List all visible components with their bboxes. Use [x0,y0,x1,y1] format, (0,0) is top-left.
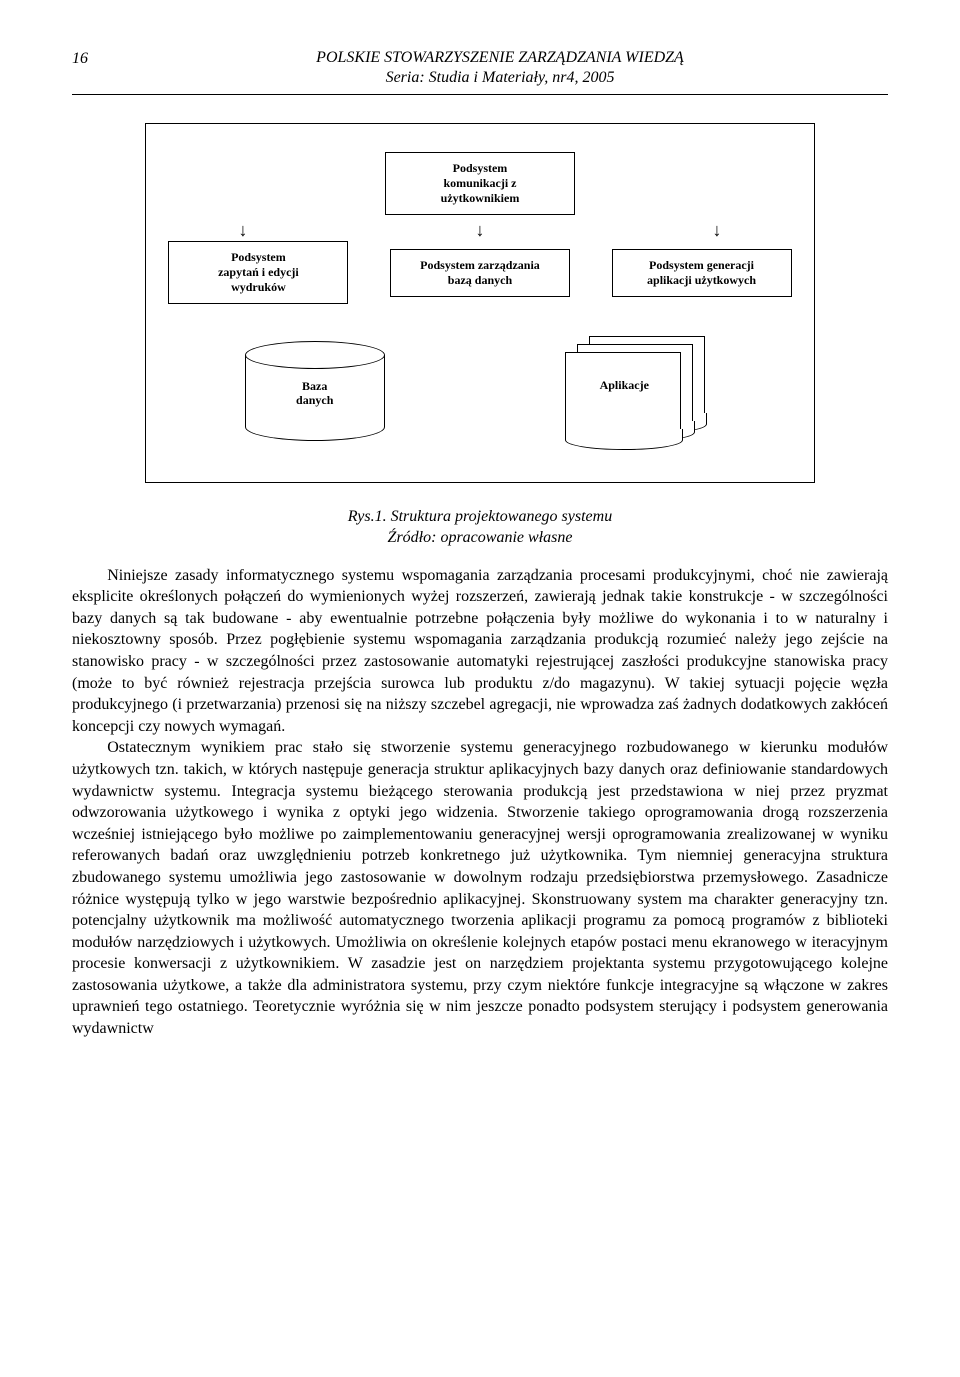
paragraph-1: Niniejsze zasady informatycznego systemu… [72,565,888,738]
node-label: użytkownikiem [441,191,520,205]
database-label: Baza danych [245,379,385,408]
header-line1: POLSKIE STOWARZYSZENIE ZARZĄDZANIA WIEDZ… [112,48,888,68]
node-label: aplikacji użytkowych [647,273,756,287]
node-label: Podsystem [231,250,286,264]
node-label: bazą danych [448,273,512,287]
cylinder-bottom [245,413,385,441]
arrow-down-icon: ↓ [713,221,722,239]
arrow-down-icon: ↓ [238,221,247,239]
document-icon: Aplikacje [565,352,681,440]
node-subsystem-queries: Podsystem zapytań i edycji wydruków [168,241,348,304]
node-subsystem-app-generation: Podsystem generacji aplikacji użytkowych [612,249,792,297]
node-label: Podsystem zarządzania [420,258,540,272]
arrows-row: ↓ ↓ ↓ [168,221,791,239]
page-number: 16 [72,48,96,70]
paragraph-2: Ostatecznym wynikiem prac stało się stwo… [72,737,888,1039]
node-subsystem-communication: Podsystem komunikacji z użytkownikiem [385,152,575,215]
body-text: Niniejsze zasady informatycznego systemu… [72,565,888,1040]
node-label: wydruków [231,280,286,294]
node-label: Podsystem generacji [649,258,754,272]
applications-label: Aplikacje [574,377,674,393]
figure-caption: Rys.1. Struktura projektowanego systemu … [72,507,888,549]
db-label-l2: danych [296,393,333,407]
caption-line1: Rys.1. Struktura projektowanego systemu [348,508,612,525]
header-rule [72,94,888,95]
cylinder-top [245,341,385,369]
node-label: Podsystem [453,161,508,175]
running-header: 16 POLSKIE STOWARZYSZENIE ZARZĄDZANIA WI… [72,48,888,88]
header-title: POLSKIE STOWARZYSZENIE ZARZĄDZANIA WIEDZ… [112,48,888,88]
node-label: zapytań i edycji [218,265,299,279]
node-applications: Aplikacje [565,336,715,446]
node-database: Baza danych [245,341,385,441]
caption-line2: Źródło: opracowanie własne [388,529,573,546]
header-line2: Seria: Studia i Materiały, nr4, 2005 [112,68,888,88]
arrow-down-icon: ↓ [475,221,484,239]
node-subsystem-db-management: Podsystem zarządzania bazą danych [390,249,570,297]
node-label: komunikacji z [443,176,516,190]
system-structure-diagram: Podsystem komunikacji z użytkownikiem ↓ … [145,123,814,483]
db-label-l1: Baza [302,379,327,393]
